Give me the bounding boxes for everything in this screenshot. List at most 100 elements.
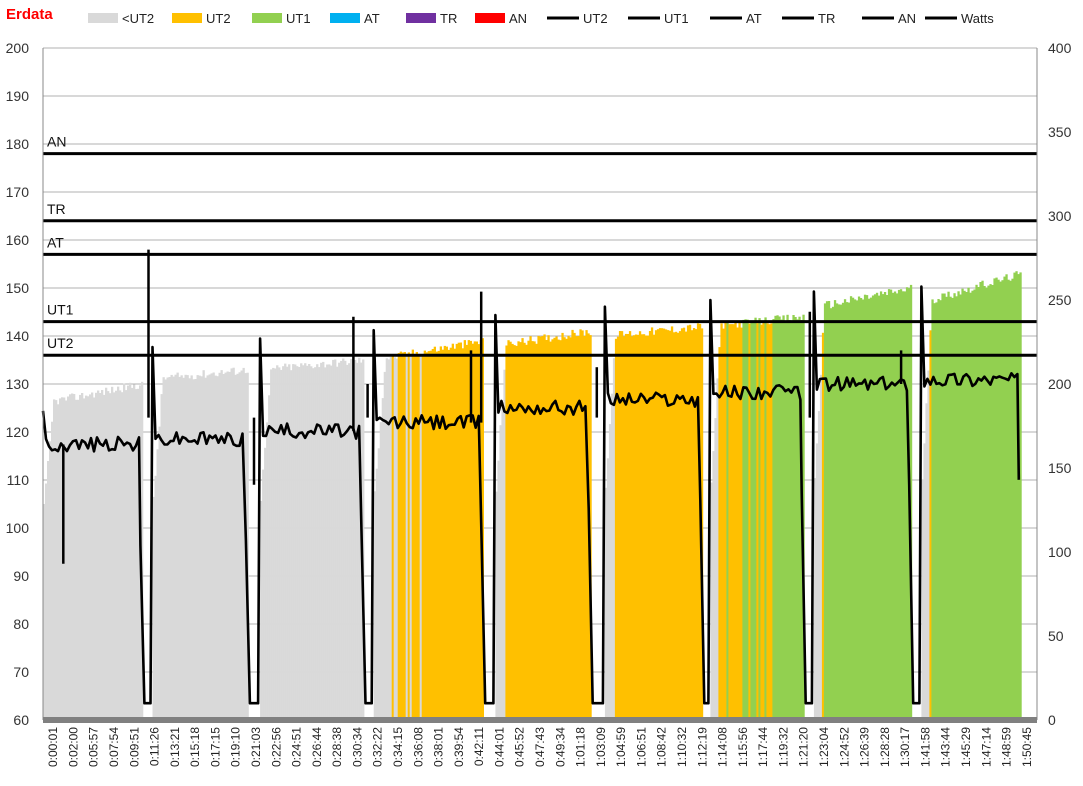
hr-bar (1009, 280, 1012, 720)
x-tick-label: 0:38:01 (432, 727, 446, 767)
hr-bar (105, 387, 108, 720)
hr-bar (71, 393, 74, 720)
hr-bar (306, 365, 309, 720)
hr-bar (200, 376, 203, 720)
hr-bar (925, 403, 928, 720)
hr-bar (646, 335, 650, 720)
hr-bar (680, 328, 684, 720)
ref-label-tr: TR (47, 201, 66, 217)
hr-bar (141, 381, 144, 720)
y-right-tick-label: 100 (1048, 544, 1072, 560)
x-tick-label: 0:24:51 (290, 727, 304, 767)
hr-bar (344, 360, 347, 720)
hr-bar (224, 372, 227, 720)
hr-bar (280, 369, 283, 720)
hr-bar (835, 303, 839, 720)
x-tick-label: 1:04:59 (614, 727, 628, 767)
x-tick-label: 1:14:08 (716, 727, 730, 767)
hr-bar (817, 411, 821, 720)
hr-bar (131, 387, 134, 720)
hr-bar (628, 331, 632, 720)
hr-bar (895, 293, 899, 720)
hr-bar (650, 327, 654, 720)
x-tick-label: 1:03:09 (594, 727, 608, 767)
hr-bar (997, 279, 1000, 720)
hr-bar (332, 359, 335, 720)
hr-bar (845, 302, 849, 720)
hr-bar (929, 330, 932, 720)
hr-bar (589, 335, 592, 720)
y-left-tick-label: 170 (6, 184, 30, 200)
hr-bar (847, 302, 851, 720)
hr-bar (220, 370, 223, 720)
hr-bar (995, 277, 998, 720)
hr-bar (672, 332, 676, 720)
hr-bar (350, 359, 353, 720)
legend-swatch (406, 13, 436, 23)
hr-bar (481, 338, 484, 720)
hr-bar (951, 297, 954, 720)
hr-bar (97, 390, 100, 720)
hr-bar (180, 375, 183, 720)
hr-bar (762, 322, 765, 720)
hr-bar (543, 334, 546, 720)
hr-bar (571, 329, 574, 720)
hr-bar (792, 315, 795, 720)
y-right-tick-label: 50 (1048, 628, 1064, 644)
hr-bar (664, 329, 668, 720)
hr-bar (83, 398, 86, 720)
hr-bar (278, 367, 281, 720)
hr-bar (989, 284, 992, 720)
hr-bar (375, 468, 378, 720)
hr-bar (796, 319, 799, 720)
hr-bar (352, 359, 355, 720)
hr-bar (676, 332, 680, 720)
hr-bar (425, 352, 428, 720)
hr-bar (47, 461, 50, 720)
hr-bar (614, 338, 618, 720)
hr-bar (851, 297, 855, 720)
hr-bar (121, 392, 124, 720)
x-tick-label: 1:43:44 (939, 727, 953, 767)
hr-bar (577, 336, 580, 720)
hr-bar (823, 303, 827, 720)
hr-bar (668, 330, 672, 720)
hr-bar (903, 291, 907, 720)
hr-bar (941, 293, 944, 720)
hr-bar (328, 364, 331, 720)
hr-bar (754, 317, 757, 720)
x-tick-label: 1:12:19 (695, 727, 709, 767)
y-right-tick-label: 350 (1048, 124, 1072, 140)
hr-bar (738, 322, 741, 720)
hr-bar (670, 326, 674, 720)
hr-bar (606, 458, 610, 720)
hr-bar (634, 334, 638, 720)
hr-bar (692, 328, 696, 720)
legend-label: TR (818, 11, 835, 26)
hr-bar (294, 364, 297, 720)
legend-label: <UT2 (122, 11, 154, 26)
hr-bar (290, 370, 293, 720)
hr-bar (839, 304, 843, 720)
hr-bar (1015, 271, 1018, 720)
hr-bar (638, 331, 642, 720)
hr-bar (831, 306, 835, 720)
hr-bar (296, 366, 299, 720)
hr-bar (421, 354, 424, 720)
x-tick-label: 0:28:38 (330, 727, 344, 767)
hr-bar (246, 372, 249, 720)
hr-bar (620, 331, 624, 720)
hr-bar (330, 365, 333, 720)
hr-bar (891, 292, 895, 720)
hr-bar (336, 366, 339, 720)
hr-bar (188, 378, 191, 720)
hr-bar (736, 327, 739, 720)
hr-bar (863, 294, 867, 720)
x-tick-label: 0:19:10 (229, 727, 243, 767)
hr-bar (192, 379, 195, 720)
hr-bar (642, 334, 646, 720)
x-tick-label: 0:49:34 (553, 727, 567, 767)
hr-bar (686, 325, 690, 720)
hr-bar (999, 281, 1002, 720)
hr-bar (535, 343, 538, 720)
